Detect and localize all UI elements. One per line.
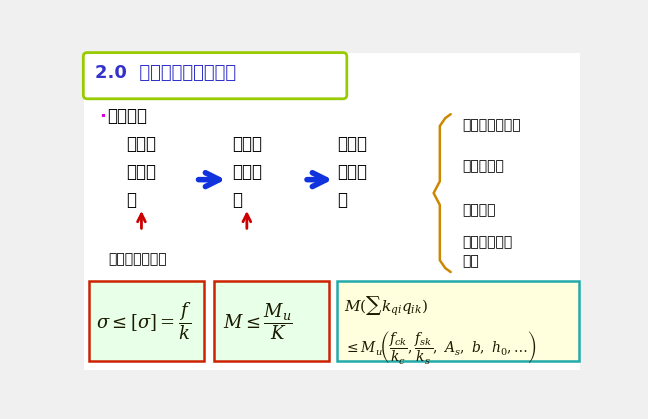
Text: $M\leq\dfrac{M_u}{K}$: $M\leq\dfrac{M_u}{K}$ — [223, 301, 292, 341]
Text: $M(\sum k_{qi}q_{ik})$: $M(\sum k_{qi}q_{ik})$ — [345, 295, 428, 318]
Text: 2.0  结构设计理论的发展: 2.0 结构设计理论的发展 — [95, 64, 236, 82]
Text: 近似概率法: 近似概率法 — [462, 160, 504, 173]
Text: 全概率法: 全概率法 — [462, 203, 496, 217]
FancyBboxPatch shape — [84, 53, 347, 99]
Text: ·: · — [100, 108, 106, 126]
Text: 极限状
态设计
法: 极限状 态设计 法 — [337, 135, 367, 209]
Text: 破坏阶
段设计
法: 破坏阶 段设计 法 — [232, 135, 262, 209]
Text: $\leq M_u\!\left(\dfrac{f_{ck}}{k_c},\dfrac{f_{sk}}{k_s},\ A_s,\ b,\ h_0,\ldots\: $\leq M_u\!\left(\dfrac{f_{ck}}{k_c},\df… — [345, 329, 537, 366]
FancyBboxPatch shape — [214, 281, 329, 361]
FancyBboxPatch shape — [89, 281, 204, 361]
Text: 设计方法: 设计方法 — [108, 107, 147, 125]
Text: $\sigma\leq[\sigma]=\dfrac{f}{k}$: $\sigma\leq[\sigma]=\dfrac{f}{k}$ — [97, 300, 192, 342]
FancyBboxPatch shape — [84, 53, 580, 370]
Text: 半经验半概率法: 半经验半概率法 — [462, 118, 521, 132]
Text: 材料力学的方法: 材料力学的方法 — [108, 252, 167, 266]
FancyBboxPatch shape — [337, 281, 579, 361]
Text: 生命全过程设
计法: 生命全过程设 计法 — [462, 235, 513, 269]
Text: 允许应
力设计
法: 允许应 力设计 法 — [126, 135, 156, 209]
